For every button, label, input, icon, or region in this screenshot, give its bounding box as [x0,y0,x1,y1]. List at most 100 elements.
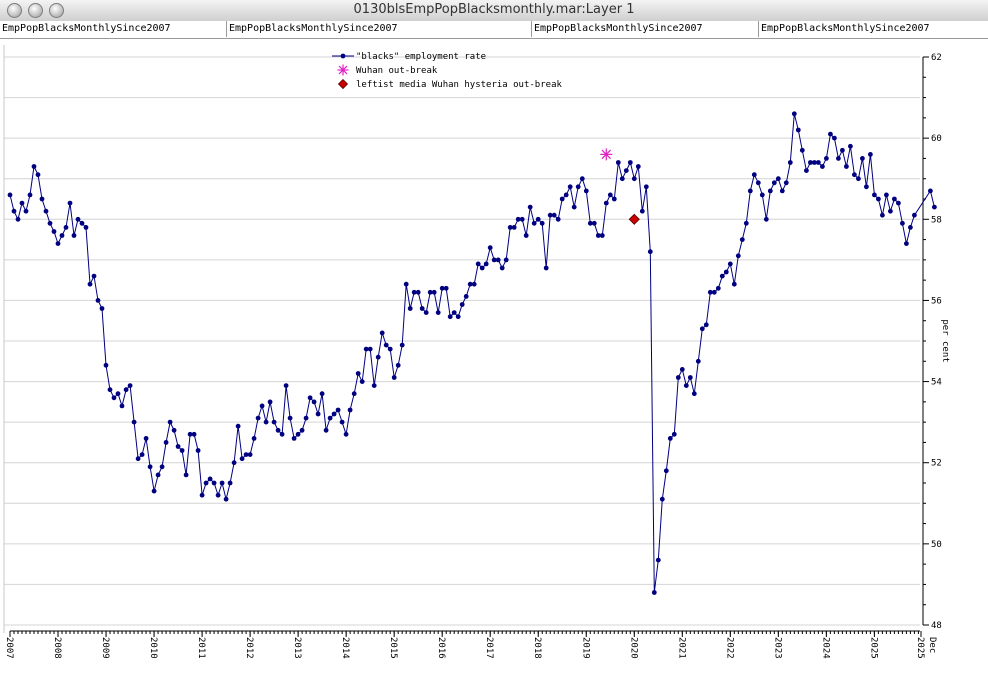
data-point [575,184,581,190]
x-tick-label: 2019 [580,637,590,659]
data-point [471,281,477,287]
data-point [787,160,793,165]
hysteria-marker [628,213,640,225]
data-point [491,257,497,263]
data-point [900,220,905,226]
data-point [107,387,113,393]
data-point [864,184,869,190]
layer-tab[interactable]: EmpPopBlacksMonthlySince2007 [0,21,227,37]
data-point [567,184,573,190]
data-point [31,164,37,169]
data-point [908,225,913,230]
title-bar[interactable]: 0130blsEmpPopBlacksmonthly.mar:Layer 1 [0,0,988,22]
data-point [263,419,269,425]
data-point [808,160,813,165]
data-point [876,196,881,202]
data-point [351,391,357,397]
data-point [856,176,861,182]
data-point [447,314,453,320]
data-point [19,200,25,206]
data-point [651,590,657,595]
minimize-button[interactable] [28,3,43,18]
data-point [591,220,597,226]
data-point [327,415,333,421]
data-point [848,143,853,149]
y-tick-label: 50 [931,540,942,550]
data-point [359,379,365,384]
data-point [319,391,325,397]
data-point [7,192,13,198]
data-point [291,436,297,441]
data-point [431,289,437,295]
data-point [783,180,789,186]
data-point [571,204,577,210]
data-point [451,310,457,315]
x-tick-label: 2010 [148,637,158,659]
data-point [679,367,685,372]
zoom-button[interactable] [49,3,64,18]
data-point [339,419,345,425]
data-point [623,168,629,174]
data-point [836,156,841,161]
legend-asterisk-symbol [337,64,349,76]
data-point [607,192,613,198]
data-point [715,285,721,291]
data-point [383,342,389,348]
layer-tab[interactable]: EmpPopBlacksMonthlySince2007 [227,21,532,37]
data-point [299,427,305,433]
y-tick-label: 56 [931,296,942,306]
data-point [723,269,729,275]
data-point [735,253,741,259]
data-point [255,415,261,421]
data-point [687,375,693,380]
data-point [379,330,385,336]
layer-tab[interactable]: EmpPopBlacksMonthlySince2007 [532,21,759,37]
x-tick-label: 2015 [388,637,398,659]
data-point [159,464,165,470]
data-point [631,176,637,182]
data-point [191,431,197,437]
data-point [335,407,341,413]
data-point [499,265,505,271]
data-point [211,480,217,486]
data-point [207,476,213,482]
data-point [695,358,701,364]
data-point [195,448,201,453]
data-point [179,448,185,453]
layer-tab[interactable]: EmpPopBlacksMonthlySince2007 [761,23,930,34]
data-point [79,220,85,226]
data-point [531,220,537,226]
data-point [439,285,445,291]
data-point [639,208,645,214]
data-point [395,362,401,368]
data-point [775,176,781,182]
x-tick-label: 2007 [4,637,14,659]
data-point [55,241,61,247]
data-point [183,472,189,478]
window-title: 0130blsEmpPopBlacksmonthly.mar:Layer 1 [353,2,635,17]
data-point [39,196,45,202]
data-point [627,160,633,165]
data-point [231,460,237,466]
data-point [595,233,601,238]
data-point [519,216,525,222]
data-point [880,212,885,218]
data-point [795,127,801,133]
data-point [535,216,541,222]
data-point [583,188,589,194]
data-point [671,431,677,437]
data-point [503,257,509,263]
close-button[interactable] [7,3,22,18]
data-point [459,302,465,307]
data-point [279,431,285,437]
data-point [151,488,157,494]
data-point [15,216,21,222]
y-tick-label: 60 [931,134,942,144]
data-point [739,237,745,243]
data-point [63,225,69,230]
data-point [483,261,489,267]
y-tick-label: 54 [931,378,942,388]
data-point [139,452,145,457]
data-point [99,306,105,311]
